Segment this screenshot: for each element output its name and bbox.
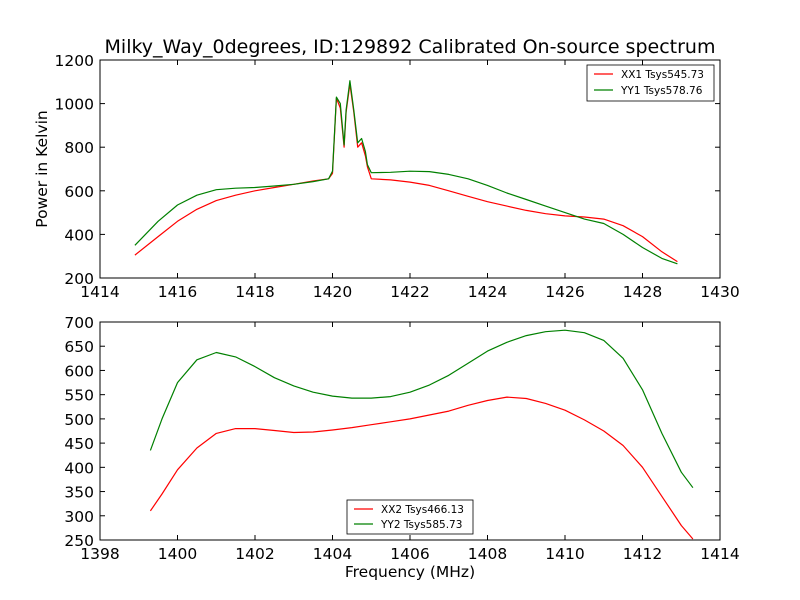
x-tick-label: 1424 bbox=[468, 283, 507, 301]
x-tick-label: 1400 bbox=[158, 545, 197, 563]
legend-label-xx2: XX2 Tsys466.13 bbox=[381, 504, 464, 516]
series-line-bottom-yy bbox=[149, 329, 694, 489]
top-plot: 1414 1416 1418 1420 1422 1424 1426 1428 1430 200 4… bbox=[55, 52, 740, 301]
series-line-bottom-xx bbox=[149, 396, 694, 540]
y-tick-label: 1000 bbox=[55, 96, 94, 114]
x-tick-label: 1426 bbox=[545, 283, 584, 301]
top-plot-frame bbox=[99, 59, 721, 279]
y-tick-label: 200 bbox=[64, 270, 94, 288]
y-axis-label: Power in Kelvin bbox=[33, 110, 51, 227]
bottom-plot-frame bbox=[99, 321, 721, 541]
y-tick-label: 600 bbox=[64, 183, 94, 201]
y-tick-label: 700 bbox=[64, 314, 94, 332]
y-tick-label: 650 bbox=[64, 338, 94, 356]
series-line-top-yy bbox=[134, 80, 678, 265]
y-tick-label: 250 bbox=[64, 532, 94, 550]
y-tick-label: 450 bbox=[64, 435, 94, 453]
x-tick-label: 1422 bbox=[390, 283, 429, 301]
x-tick-label: 1414 bbox=[700, 545, 739, 563]
chart-title: Milky_Way_0degrees, ID:129892 Calibrated… bbox=[105, 36, 716, 58]
legend-label-yy1: YY1 Tsys578.76 bbox=[620, 85, 703, 97]
top-legend-box bbox=[586, 64, 715, 102]
bottom-legend-box bbox=[346, 499, 474, 535]
x-tick-label: 1412 bbox=[623, 545, 662, 563]
x-tick-label: 1414 bbox=[80, 283, 119, 301]
x-tick-label: 1418 bbox=[235, 283, 274, 301]
y-tick-label: 800 bbox=[64, 139, 94, 157]
x-tick-label: 1430 bbox=[700, 283, 739, 301]
series-line-top-xx bbox=[134, 83, 678, 263]
y-tick-label: 600 bbox=[64, 362, 94, 380]
y-tick-label: 500 bbox=[64, 411, 94, 429]
x-tick-label: 1398 bbox=[80, 545, 119, 563]
x-tick-label: 1420 bbox=[313, 283, 352, 301]
x-tick-label: 1404 bbox=[313, 545, 352, 563]
legend-label-xx1: XX1 Tsys545.73 bbox=[621, 69, 704, 81]
x-tick-label: 1428 bbox=[623, 283, 662, 301]
y-tick-label: 400 bbox=[64, 226, 94, 244]
top-legend: XX1 Tsys545.73 YY1 Tsys578.76 bbox=[586, 64, 715, 102]
x-tick-label: 1408 bbox=[468, 545, 507, 563]
x-tick-label: 1402 bbox=[235, 545, 274, 563]
y-tick-label: 350 bbox=[64, 484, 94, 502]
x-tick-label: 1410 bbox=[545, 545, 584, 563]
bottom-plot: 1398 1400 1402 1404 1406 1408 1410 1412 1414 250 3… bbox=[64, 314, 739, 563]
x-tick-label: 1416 bbox=[158, 283, 197, 301]
bottom-legend: XX2 Tsys466.13 YY2 Tsys585.73 bbox=[346, 499, 474, 535]
legend-label-yy2: YY2 Tsys585.73 bbox=[380, 519, 462, 531]
y-tick-label: 300 bbox=[64, 508, 94, 526]
y-tick-label: 1200 bbox=[55, 52, 94, 70]
y-tick-label: 400 bbox=[64, 459, 94, 477]
x-tick-label: 1406 bbox=[390, 545, 429, 563]
y-tick-label: 550 bbox=[64, 387, 94, 405]
x-axis-label: Frequency (MHz) bbox=[345, 563, 475, 581]
